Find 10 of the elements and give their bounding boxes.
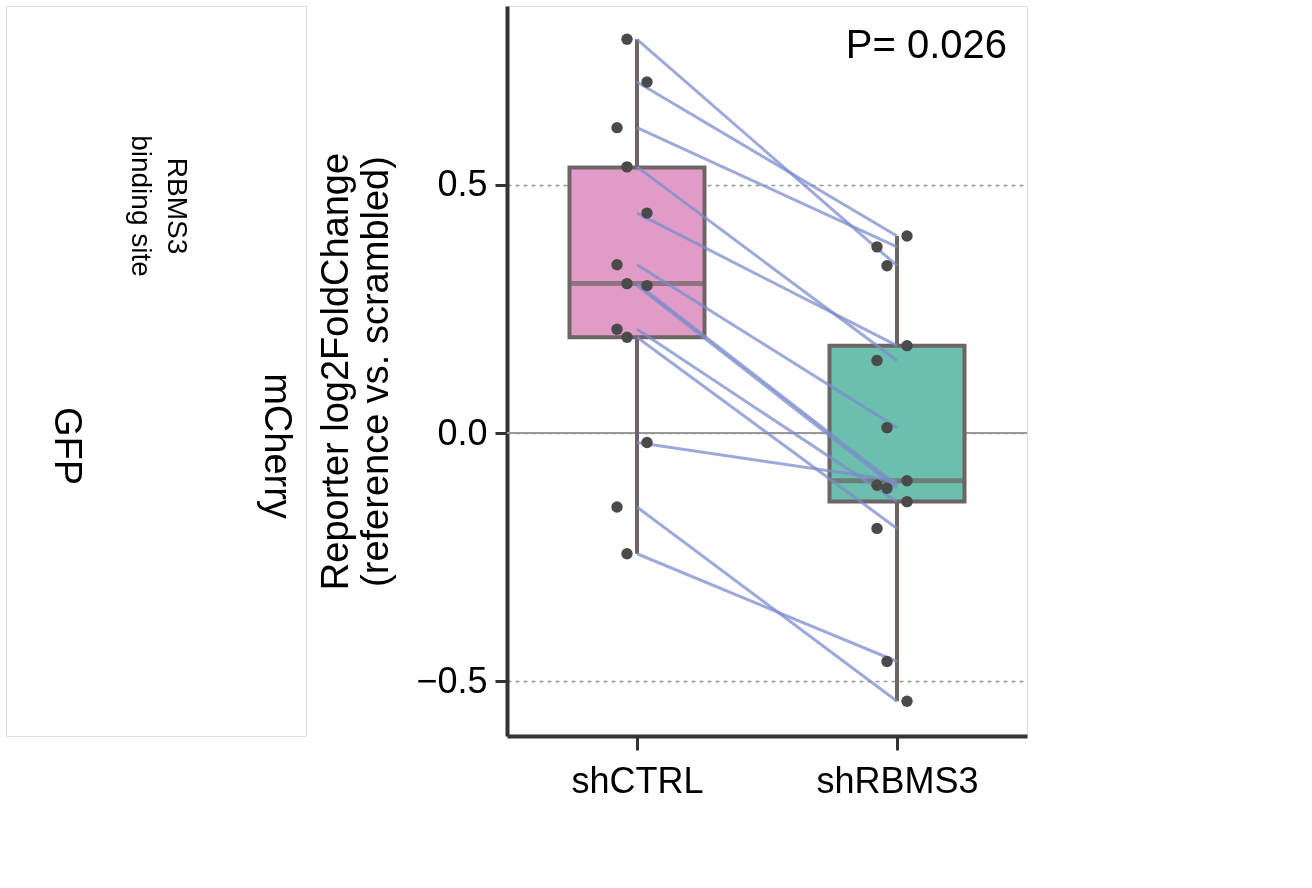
y-tick-label: 0.5 xyxy=(437,163,488,205)
x-tick-label: shCTRL xyxy=(571,759,704,801)
text: mCherry xyxy=(257,373,299,519)
x-tick-label: shRBMS3 xyxy=(816,759,979,801)
text: GFP xyxy=(47,406,89,486)
y-tick-label: −0.5 xyxy=(416,659,488,701)
text: RBMS3 binding site xyxy=(125,135,193,277)
y-tick-label: 0.0 xyxy=(437,411,488,453)
y-axis-title: Reporter log2FoldChange (reference vs. scrambled) xyxy=(314,152,397,591)
annotation: P= 0.026 xyxy=(845,22,1007,66)
